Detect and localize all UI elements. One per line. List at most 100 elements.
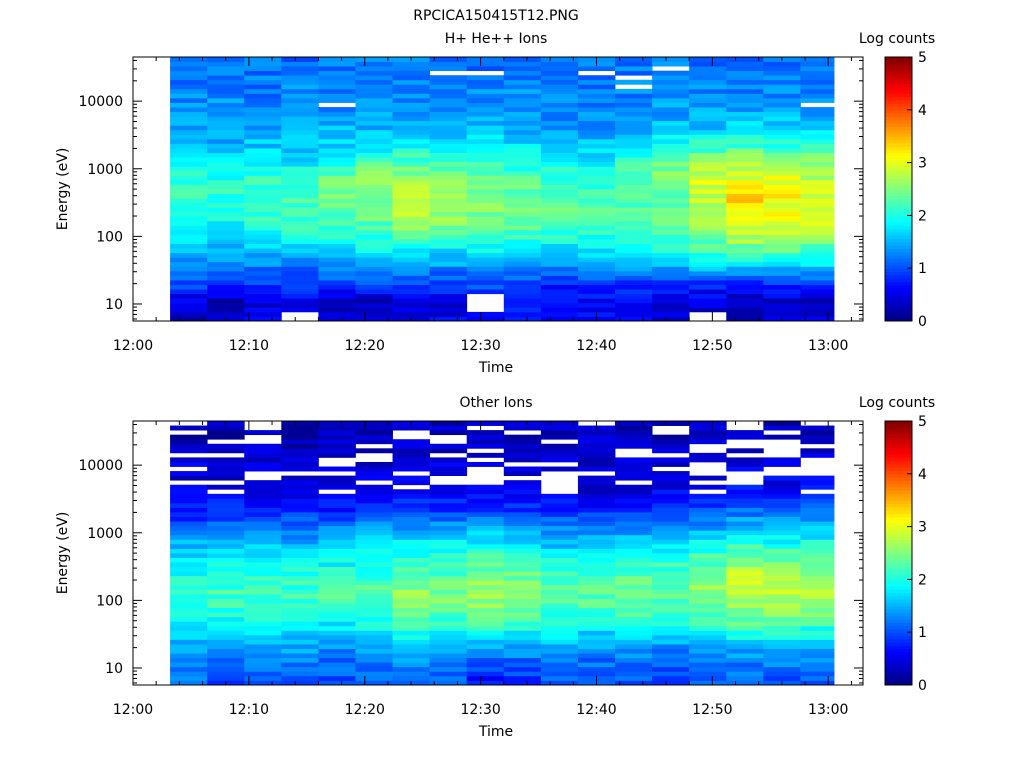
heatmap-cell [800, 289, 835, 295]
heatmap-cell [392, 603, 431, 609]
heatmap-cell [355, 461, 393, 467]
heatmap-cell [318, 452, 356, 458]
heatmap-cell [615, 475, 653, 481]
colorbar-segment [885, 460, 912, 465]
heatmap-cell [689, 284, 727, 290]
heatmap-cell [170, 512, 208, 517]
heatmap-cell [244, 580, 282, 586]
colorbar-segment [885, 156, 912, 160]
heatmap-cell [652, 439, 690, 445]
heatmap-cell [355, 498, 393, 504]
heatmap-cell [392, 161, 431, 167]
heatmap-cell [318, 193, 356, 199]
heatmap-cell [689, 644, 727, 649]
heatmap-cell [318, 539, 356, 545]
heatmap-cell [689, 120, 727, 126]
heatmap-cell [355, 216, 393, 222]
heatmap-cell [355, 75, 393, 81]
colorbar-segment [885, 457, 912, 462]
heatmap-cell [281, 225, 319, 231]
heatmap-cell [170, 525, 208, 531]
colorbar-segment [885, 463, 912, 468]
heatmap-cell [652, 634, 690, 640]
heatmap-cell [503, 639, 542, 645]
heatmap-cell [689, 84, 727, 90]
heatmap-cell [318, 170, 356, 176]
heatmap-cell [207, 534, 245, 540]
heatmap-cell [726, 175, 764, 181]
heatmap-cell [615, 170, 653, 176]
heatmap-cell [170, 120, 208, 126]
colorbar-segment [885, 175, 912, 180]
heatmap-cell [726, 598, 764, 604]
heatmap-cell [355, 466, 393, 472]
heatmap-cell [763, 480, 801, 486]
heatmap-cell [503, 216, 542, 222]
heatmap-cell [800, 302, 835, 308]
heatmap-cell [355, 220, 393, 226]
heatmap-cell [466, 225, 505, 231]
heatmap-cell [281, 107, 319, 113]
heatmap-cell [540, 148, 579, 153]
heatmap-cell [763, 525, 801, 531]
heatmap-cell [800, 430, 835, 436]
heatmap-cell [244, 243, 282, 249]
heatmap-cell [577, 525, 616, 531]
heatmap-cell [689, 134, 727, 140]
heatmap-cell [652, 543, 690, 549]
heatmap-cell [392, 302, 431, 308]
heatmap-cell [392, 152, 431, 158]
heatmap-cell [726, 284, 764, 290]
heatmap-cell [763, 425, 801, 431]
heatmap-cell [170, 284, 208, 290]
heatmap-cell [800, 116, 835, 122]
heatmap-cell [170, 134, 208, 140]
heatmap-cell [800, 475, 835, 481]
heatmap-cell [689, 298, 727, 304]
colorbar-segment [885, 189, 912, 193]
heatmap-cell [429, 84, 468, 90]
heatmap-cell [170, 184, 208, 190]
heatmap-cell [800, 284, 835, 290]
heatmap-cell [355, 662, 393, 668]
heatmap-cell [800, 134, 835, 140]
heatmap-cell [689, 97, 727, 103]
heatmap-cell [577, 502, 616, 508]
heatmap-cell [800, 143, 835, 149]
heatmap-cell [244, 239, 282, 245]
colorbar-segment [885, 510, 912, 514]
heatmap-cell [726, 116, 764, 122]
heatmap-cell [577, 239, 616, 245]
heatmap-cell [392, 207, 431, 213]
heatmap-cell [392, 516, 431, 522]
heatmap-cell [726, 589, 764, 595]
heatmap-cell [577, 129, 616, 135]
heatmap-cell [763, 584, 801, 590]
heatmap-cell [800, 234, 835, 240]
heatmap-cell [726, 430, 764, 436]
heatmap-cell [318, 239, 356, 245]
heatmap-cell [207, 653, 245, 659]
heatmap-cell [503, 70, 542, 76]
heatmap-cell [540, 220, 579, 226]
heatmap-cell [392, 97, 431, 103]
heatmap-cell [615, 566, 653, 572]
colorbar-segment [885, 473, 912, 478]
heatmap-cell [540, 543, 579, 549]
colorbar-label: Log counts [859, 31, 935, 47]
heatmap-cell [355, 621, 393, 627]
heatmap-cell [615, 152, 653, 158]
heatmap-cell [392, 134, 431, 140]
heatmap-cell [170, 107, 208, 113]
heatmap-cell [170, 648, 208, 654]
heatmap-cell [800, 657, 835, 663]
heatmap-cell [429, 107, 468, 113]
colorbar-segment [885, 99, 912, 104]
colorbar-segment [885, 241, 912, 246]
heatmap-cell [800, 575, 835, 581]
heatmap-cell [726, 553, 764, 558]
heatmap-cell [689, 457, 727, 463]
heatmap-cell [244, 248, 282, 254]
heatmap-cell [540, 107, 579, 113]
x-tick-label: 12:10 [229, 338, 269, 354]
